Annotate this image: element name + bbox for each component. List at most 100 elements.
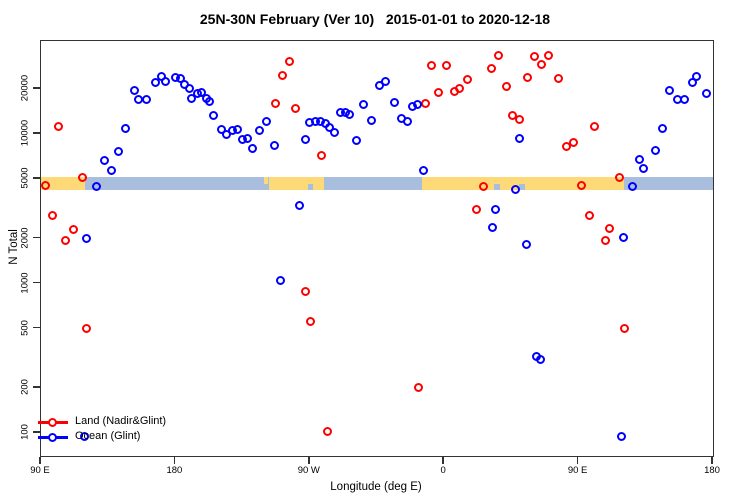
y-tick-label: 500: [19, 319, 31, 336]
data-point-land: [61, 235, 71, 245]
y-tick-mark: [33, 87, 40, 89]
data-point-ocean: [92, 181, 102, 191]
data-point-ocean: [329, 127, 339, 137]
data-point-land: [316, 151, 326, 161]
x-tick-mark: [442, 456, 444, 464]
legend-circle-marker: [48, 417, 57, 427]
x-tick-mark: [576, 456, 579, 464]
data-point-ocean: [510, 185, 520, 195]
band-ocean-segment: [518, 183, 525, 191]
data-point-land: [537, 60, 547, 70]
y-tick-label: 200: [19, 379, 31, 395]
data-point-ocean: [381, 77, 391, 87]
data-point-land: [69, 224, 79, 234]
band-ocean-segment: [493, 183, 500, 191]
y-tick-mark: [33, 326, 40, 329]
data-point-land: [82, 324, 92, 333]
data-point-ocean: [639, 163, 649, 173]
y-tick-label: 10000: [19, 119, 31, 147]
y-tick-label: 1000: [19, 271, 31, 294]
data-point-ocean: [209, 110, 219, 120]
data-point-land: [478, 181, 488, 191]
data-point-ocean: [358, 99, 368, 109]
data-point-land: [48, 210, 58, 220]
data-point-ocean: [232, 125, 242, 135]
data-point-ocean: [99, 155, 109, 165]
data-point-ocean: [161, 76, 171, 86]
legend-circle-marker: [48, 432, 57, 442]
data-point-ocean: [488, 223, 498, 233]
data-point-ocean: [650, 146, 660, 156]
data-point-ocean: [248, 143, 258, 153]
data-point-land: [463, 74, 473, 84]
data-point-ocean: [665, 86, 675, 96]
data-point-land: [568, 137, 578, 147]
data-point-land: [472, 204, 482, 214]
data-point-land: [420, 99, 430, 109]
data-point-ocean: [634, 155, 644, 165]
data-point-land: [502, 81, 512, 91]
data-point-ocean: [344, 110, 354, 120]
data-point-ocean: [374, 81, 384, 91]
data-point-land: [290, 104, 300, 114]
data-point-ocean: [702, 88, 712, 98]
plot-area: [40, 40, 714, 457]
data-point-land: [414, 382, 424, 392]
data-point-land: [270, 99, 280, 109]
data-point-ocean: [419, 166, 429, 176]
data-point-land: [600, 235, 610, 245]
x-tick-label: 90 E: [567, 465, 588, 476]
data-point-land: [284, 57, 294, 67]
data-point-ocean: [217, 124, 227, 134]
data-point-ocean: [617, 431, 627, 441]
data-point-ocean: [269, 140, 279, 150]
data-point-land: [584, 210, 594, 220]
y-tick-mark: [33, 386, 40, 388]
y-tick-label: 100: [19, 424, 31, 440]
data-point-ocean: [536, 354, 546, 364]
data-point-ocean: [628, 181, 638, 191]
data-point-land: [577, 180, 587, 190]
data-point-ocean: [295, 201, 305, 211]
y-tick-label: 5000: [19, 167, 31, 189]
x-tick-label: 180: [704, 465, 720, 476]
band-land-segment: [264, 177, 268, 184]
data-point-ocean: [141, 95, 151, 105]
data-point-ocean: [204, 96, 214, 106]
data-point-land: [306, 316, 316, 326]
data-point-ocean: [618, 232, 628, 242]
band-land-segment: [269, 177, 324, 191]
data-point-ocean: [151, 78, 161, 88]
data-point-ocean: [403, 116, 413, 126]
y-tick-mark: [33, 236, 40, 239]
data-point-land: [494, 51, 504, 61]
data-point-ocean: [262, 117, 272, 127]
data-point-ocean: [254, 125, 264, 135]
data-point-ocean: [276, 275, 286, 285]
data-point-land: [614, 173, 624, 183]
data-point-ocean: [692, 72, 702, 82]
data-point-land: [78, 173, 88, 183]
y-tick-mark: [33, 431, 40, 433]
data-point-ocean: [366, 116, 376, 126]
data-point-land: [619, 324, 629, 333]
data-point-ocean: [114, 146, 124, 156]
y-tick-mark: [33, 132, 40, 134]
data-point-ocean: [515, 133, 525, 143]
y-tick-mark: [33, 177, 40, 179]
data-point-ocean: [352, 136, 362, 146]
data-point-ocean: [243, 133, 253, 143]
data-point-ocean: [490, 204, 500, 214]
data-point-ocean: [82, 233, 92, 243]
y-tick-label: 2000: [19, 226, 31, 249]
data-point-ocean: [300, 135, 310, 145]
data-point-land: [53, 122, 63, 132]
data-point-ocean: [197, 88, 207, 98]
data-point-ocean: [413, 100, 423, 110]
data-point-ocean: [184, 84, 194, 94]
x-tick-label: 0: [440, 465, 446, 476]
data-point-ocean: [390, 98, 400, 108]
x-tick-label: 180: [166, 465, 183, 476]
y-axis-label: N Total: [8, 229, 20, 265]
data-point-ocean: [175, 74, 185, 84]
